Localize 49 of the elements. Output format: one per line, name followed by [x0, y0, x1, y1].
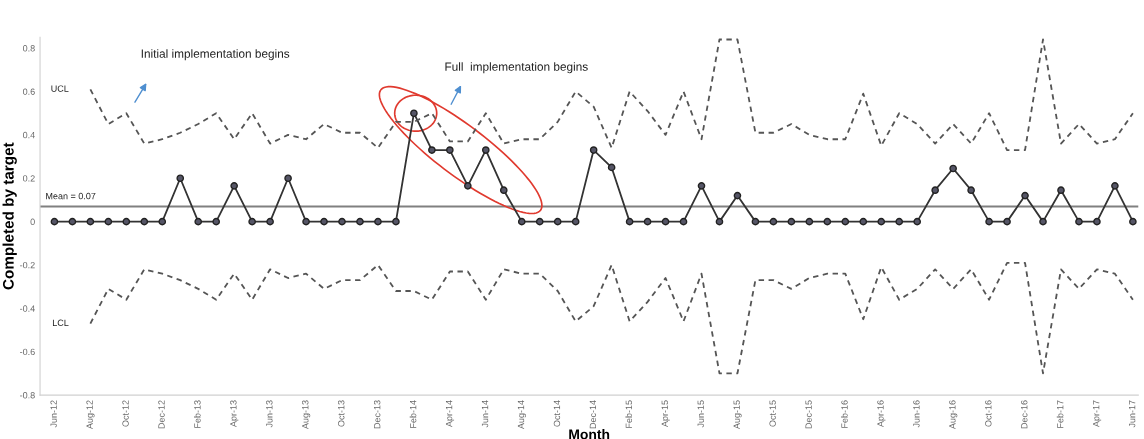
- x-tick-label: Jun-12: [50, 400, 57, 428]
- x-tick-label: Apr-14: [445, 400, 455, 428]
- x-tick-label: Aug-13: [302, 400, 311, 430]
- x-tick-label: Jun-15: [697, 400, 704, 428]
- annotation: Full implementation begins: [445, 62, 588, 74]
- y-tick-label: 0.6: [22, 88, 35, 95]
- y-tick-label: -0.4: [20, 305, 35, 312]
- x-tick-label: Dec-14: [589, 400, 597, 429]
- y-tick-label: 0.2: [22, 175, 35, 182]
- x-tick-label: Feb-14: [409, 400, 417, 428]
- x-tick-label: Oct-14: [553, 400, 561, 427]
- x-tick-label: Dec-15: [805, 400, 812, 429]
- y-tick-label: -0.6: [20, 348, 35, 356]
- x-tick-label: Feb-15: [625, 400, 633, 428]
- x-tick-label: Oct-13: [338, 400, 345, 427]
- x-tick-label: Aug-12: [86, 400, 95, 430]
- line-series: [89, 38, 1134, 151]
- x-tick-label: Feb-17: [1056, 400, 1064, 428]
- annotation: Initial implementation begins: [141, 49, 290, 61]
- x-tick-label: Apr-16: [877, 400, 886, 428]
- x-tick-label: Apr-17: [1093, 400, 1102, 428]
- y-tick-label: -0.8: [20, 392, 35, 399]
- text: UCL: [51, 85, 69, 92]
- x-tick-label: Aug-16: [949, 400, 958, 430]
- x-tick-label: Jun-13: [266, 400, 273, 428]
- x-tick-label: Aug-15: [733, 400, 742, 430]
- x-tick-label: Feb-16: [841, 400, 848, 428]
- y-axis-title: Completed by target: [2, 142, 17, 290]
- ref-line-label: Mean = 0.07: [46, 192, 96, 200]
- line-series: [89, 261, 1134, 375]
- text: LCL: [52, 319, 69, 326]
- x-tick-label: Apr-15: [661, 400, 670, 428]
- x-tick-label: Dec-12: [158, 400, 165, 429]
- y-tick-label: -0.2: [20, 261, 35, 269]
- x-tick-label: Feb-13: [194, 400, 201, 428]
- x-tick-label: Dec-13: [373, 400, 381, 429]
- x-tick-label: Apr-13: [230, 400, 239, 428]
- x-tick-label: Jun-16: [913, 400, 920, 428]
- x-tick-label: Jun-17: [1129, 400, 1136, 428]
- x-axis-title: Month: [569, 429, 610, 439]
- y-tick-label: 0.8: [22, 45, 35, 52]
- x-tick-label: Dec-16: [1021, 400, 1028, 429]
- y-tick-label: 0: [30, 218, 35, 225]
- x-tick-label: Aug-14: [517, 400, 526, 430]
- y-tick-label: 0.4: [22, 131, 35, 139]
- x-tick-label: Oct-15: [769, 400, 776, 427]
- x-tick-label: Oct-12: [122, 400, 129, 427]
- x-tick-label: Oct-16: [985, 400, 992, 427]
- x-tick-label: Jun-14: [481, 400, 489, 428]
